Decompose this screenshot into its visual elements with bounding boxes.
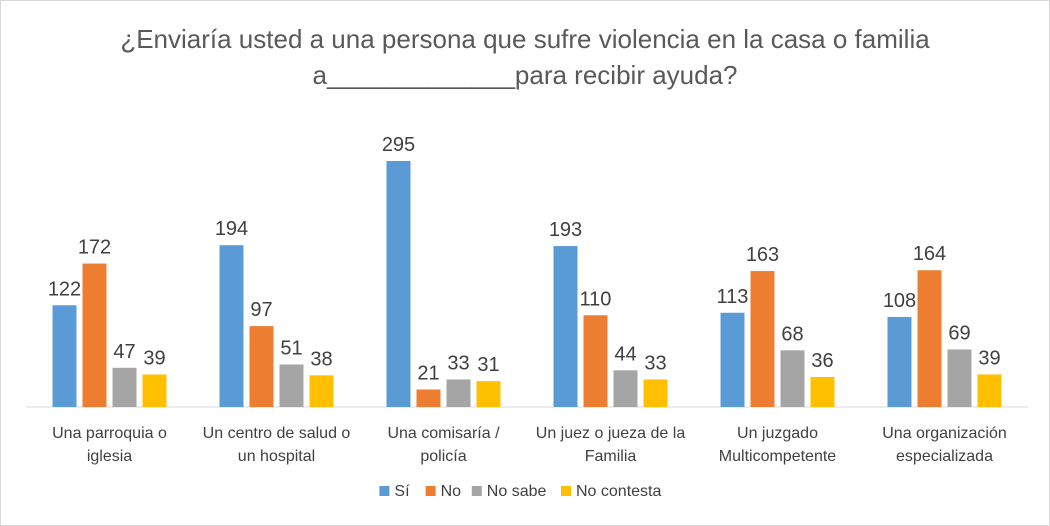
- data-label-4-0: 113: [717, 286, 749, 308]
- category-labels: Una parroquia o iglesia Un centro de salud…: [52, 425, 1007, 465]
- data-label-4-2: 68: [781, 323, 803, 345]
- bar-4-2: [780, 350, 805, 407]
- bar-1-3: [309, 375, 334, 407]
- data-label-1-2: 51: [280, 337, 302, 359]
- data-label-2-2: 33: [447, 352, 469, 374]
- bar-5-2: [947, 349, 972, 407]
- bar-4-1: [750, 271, 775, 407]
- data-label-5-1: 164: [913, 243, 946, 265]
- bar-3-2: [613, 370, 638, 407]
- bar-0-3: [142, 374, 167, 407]
- category-label-3-line-2: Familia: [585, 448, 637, 465]
- data-label-2-0: 295: [382, 134, 415, 156]
- bar-1-2: [279, 364, 304, 407]
- data-label-0-1: 172: [78, 237, 111, 259]
- category-label-1-line-1: Un centro de salud o: [203, 425, 351, 442]
- category-label-5-line-2: especializada: [896, 448, 993, 465]
- category-label-4-line-2: Multicompetente: [719, 448, 836, 465]
- legend-swatch-1: [425, 486, 436, 496]
- data-label-3-0: 193: [549, 219, 582, 241]
- bar-3-3: [643, 379, 668, 407]
- legend-label-0: Sí: [394, 483, 410, 500]
- category-label-2-line-2: policía: [420, 448, 466, 465]
- bar-0-0: [52, 305, 77, 407]
- bars-group: 122 172 47 39 194 97 51 38 295 21 33 31 193 110 44 33 11…: [48, 134, 1002, 407]
- legend-label-3: No contesta: [576, 483, 661, 500]
- chart-title-line-2: a_____________para recibir ayuda?: [312, 60, 737, 90]
- bar-1-1: [249, 326, 274, 407]
- data-label-0-0: 122: [48, 278, 81, 300]
- legend-label-2: No sabe: [487, 483, 547, 500]
- bar-2-1: [416, 389, 441, 407]
- data-label-5-0: 108: [883, 290, 916, 312]
- bar-5-0: [887, 316, 912, 407]
- bar-2-0: [386, 161, 411, 407]
- category-label-0-line-1: Una parroquia o: [52, 425, 167, 442]
- data-label-4-3: 36: [811, 350, 833, 372]
- bar-4-3: [810, 376, 835, 407]
- bar-5-1: [917, 270, 942, 407]
- category-label-0-line-2: iglesia: [87, 448, 132, 465]
- data-label-2-3: 31: [477, 354, 499, 376]
- bar-2-2: [446, 379, 471, 407]
- legend-label-1: No: [441, 483, 462, 500]
- legend-swatch-0: [379, 486, 390, 496]
- chart-title-line-1: ¿Enviaría usted a una persona que sufre …: [120, 24, 930, 54]
- bar-0-2: [112, 367, 137, 407]
- bar-3-1: [583, 315, 608, 407]
- category-label-2-line-1: Una comisaría /: [387, 425, 500, 442]
- category-label-4-line-1: Un juzgado: [737, 425, 818, 442]
- data-label-1-1: 97: [250, 299, 272, 321]
- data-label-3-3: 33: [644, 352, 666, 374]
- data-label-4-1: 163: [746, 244, 779, 266]
- data-label-1-0: 194: [215, 218, 248, 240]
- bar-1-0: [219, 245, 244, 407]
- legend: Sí No No sabe No contesta: [379, 483, 661, 500]
- data-label-2-1: 21: [417, 362, 439, 384]
- data-label-1-3: 38: [310, 348, 332, 370]
- legend-swatch-3: [561, 486, 571, 496]
- data-label-0-2: 47: [113, 341, 135, 363]
- bar-5-3: [977, 374, 1002, 407]
- category-label-1-line-2: un hospital: [238, 448, 315, 465]
- data-label-5-2: 69: [948, 322, 970, 344]
- data-label-5-3: 39: [978, 347, 1000, 369]
- data-label-0-3: 39: [143, 347, 165, 369]
- legend-swatch-2: [471, 486, 482, 496]
- category-label-3-line-1: Un juez o jueza de la: [536, 425, 686, 442]
- bar-4-0: [720, 312, 745, 407]
- bar-2-3: [476, 381, 501, 407]
- data-label-3-2: 44: [614, 343, 636, 365]
- data-label-3-1: 110: [580, 288, 612, 310]
- category-label-5-line-1: Una organización: [882, 425, 1007, 442]
- bar-3-0: [553, 246, 578, 407]
- bar-0-1: [82, 263, 107, 407]
